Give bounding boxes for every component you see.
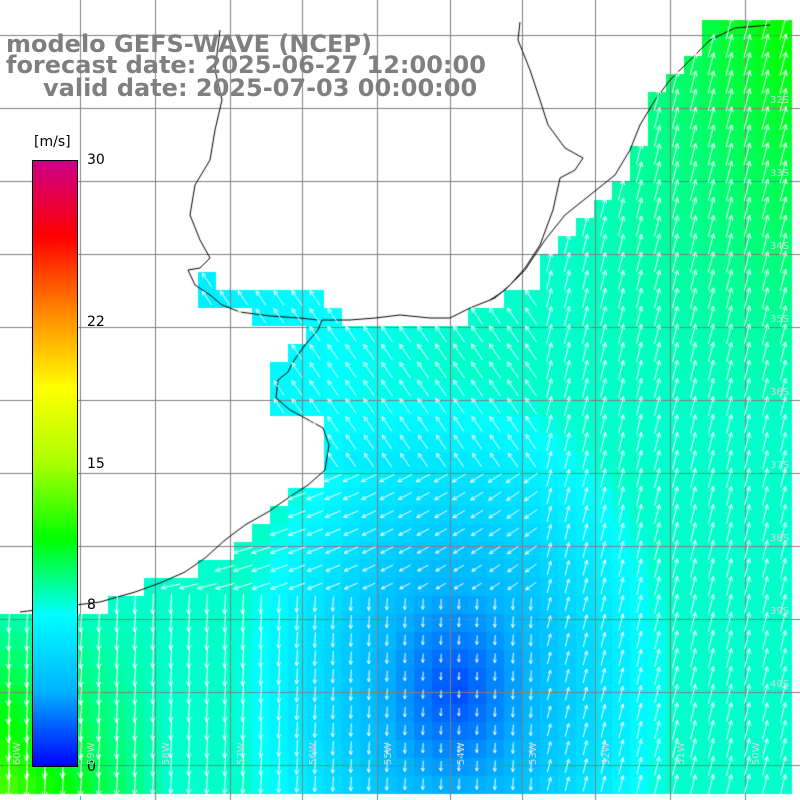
- latitude-label: 32S: [770, 95, 790, 106]
- latitude-label: 35S: [770, 314, 790, 325]
- colorbar-tick-label: 8: [87, 597, 96, 614]
- longitude-label: 57W: [236, 742, 247, 765]
- latitude-label: 38S: [770, 533, 790, 544]
- longitude-label: 50W: [751, 742, 762, 765]
- longitude-label: 54W: [456, 742, 467, 765]
- colorbar: [32, 160, 78, 767]
- colorbar-tick-label: 0: [87, 759, 96, 775]
- latitude-label: 37S: [770, 460, 790, 471]
- longitude-label: 58W: [161, 742, 172, 765]
- valid-date: valid date: 2025-07-03 00:00:00: [43, 74, 478, 102]
- colorbar-tick-label: 30: [87, 152, 105, 168]
- longitude-label: 51W: [676, 742, 687, 765]
- colorbar-tick-label: 15: [87, 455, 105, 472]
- latitude-label: 34S: [770, 241, 790, 252]
- latitude-label: 33S: [770, 168, 790, 179]
- longitude-label: 56W: [308, 742, 319, 765]
- longitude-label: 53W: [528, 742, 539, 765]
- forecast-date: forecast date: 2025-06-27 12:00:00: [6, 51, 486, 79]
- longitude-label: 55W: [383, 742, 394, 765]
- model-title: modelo GEFS-WAVE (NCEP): [6, 30, 372, 58]
- longitude-label: 60W: [12, 742, 23, 765]
- latitude-label: 40S: [770, 679, 790, 690]
- colorbar-tick-label: 22: [87, 313, 105, 330]
- longitude-label: 52W: [601, 742, 612, 765]
- longitude-label: 59W: [86, 742, 97, 765]
- latitude-label: 36S: [770, 387, 790, 398]
- latitude-label: 39S: [770, 606, 790, 617]
- colorbar-units: [m/s]: [34, 134, 71, 150]
